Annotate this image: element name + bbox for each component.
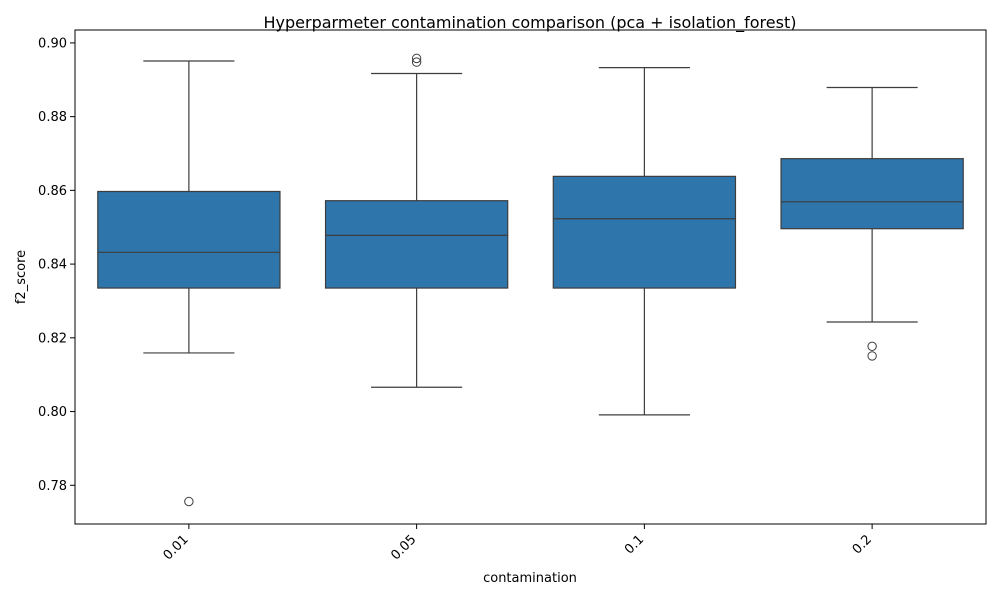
y-tick-label: 0.88 (38, 110, 67, 125)
outlier-point (867, 351, 877, 361)
outlier-point (867, 341, 877, 352)
plot-area: 0.780.800.820.840.860.880.900.01 0.05 0.1 0… (38, 36, 964, 563)
y-tick-label: 0.90 (38, 36, 67, 51)
box-iqr (324, 200, 509, 289)
y-tick-label: 0.84 (38, 258, 67, 273)
x-axis-label: contamination (483, 571, 577, 586)
box-iqr (97, 190, 281, 289)
outlier-point (411, 57, 422, 67)
outlier-point (184, 496, 194, 507)
box-iqr (780, 158, 964, 230)
y-axis-label: f2_score (14, 250, 29, 304)
box-iqr (552, 175, 737, 289)
outlier-point (411, 53, 422, 64)
y-tick-label: 0.86 (38, 184, 67, 199)
chart-title: Hyperparmeter contamination comparison (… (264, 13, 797, 33)
y-tick-label: 0.80 (38, 405, 67, 420)
y-tick-label: 0.78 (38, 479, 67, 494)
plot-frame (74, 29, 987, 525)
y-tick-label: 0.82 (38, 331, 67, 346)
